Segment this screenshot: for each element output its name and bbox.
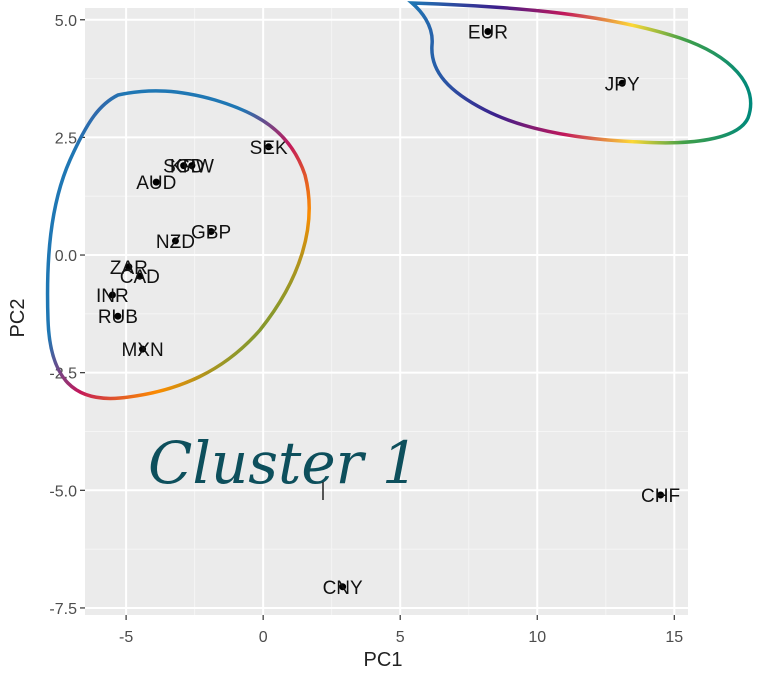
data-point — [618, 79, 626, 87]
y-tick-label: -5.0 — [49, 483, 77, 500]
x-axis-title: PC1 — [364, 649, 403, 671]
x-tick-label: 10 — [528, 629, 546, 646]
point-label: EUR — [468, 23, 508, 44]
point-label: GBP — [191, 223, 231, 244]
data-point — [339, 583, 347, 591]
major-gridlines — [85, 8, 688, 615]
point-label: CAD — [120, 267, 160, 288]
x-tick-label: 5 — [396, 629, 405, 646]
point-label: AUD — [136, 173, 176, 194]
y-tick-label: -2.5 — [49, 366, 77, 383]
handwritten-cluster-label: Cluster 1 — [148, 429, 419, 497]
y-tick-label: 0.0 — [55, 248, 77, 265]
plot-panel — [85, 8, 688, 615]
point-label: RUB — [98, 307, 138, 328]
point-label: MXN — [121, 340, 163, 361]
y-tick-label: 2.5 — [55, 130, 77, 147]
data-point — [125, 263, 133, 271]
point-label: INR — [96, 286, 129, 307]
point-label: JPY — [605, 74, 640, 95]
data-point — [265, 143, 273, 151]
x-tick-label: -5 — [119, 629, 133, 646]
minor-gridlines — [85, 8, 688, 615]
data-point — [152, 178, 160, 186]
point-label: KRW — [170, 157, 214, 178]
data-point — [180, 162, 188, 170]
data-point — [657, 491, 665, 499]
x-tick-label: 0 — [259, 629, 268, 646]
y-tick-label: -7.5 — [49, 601, 77, 618]
data-point — [207, 228, 215, 236]
x-axis-ticks: -5 0 5 10 15 — [119, 615, 683, 646]
data-point — [136, 272, 144, 280]
data-point — [139, 345, 147, 353]
point-label: NZD — [156, 232, 195, 253]
data-points: EURJPYSEKSGDKRWAUDGBPNZDZARCADINRRUBMXNC… — [96, 23, 680, 599]
point-label: CHF — [641, 486, 680, 507]
y-axis-ticks: -7.5 -5.0 -2.5 0.0 2.5 5.0 — [49, 13, 85, 618]
cluster-2-loop — [407, 1, 753, 145]
data-point — [171, 237, 179, 245]
point-label: CNY — [323, 578, 363, 599]
cluster-1-loop — [45, 89, 311, 401]
point-label: SGD — [163, 157, 204, 178]
data-point — [108, 291, 116, 299]
data-point — [188, 162, 196, 170]
point-label: SEK — [250, 138, 288, 159]
x-tick-label: 15 — [665, 629, 683, 646]
data-point — [484, 28, 492, 36]
y-axis-title: PC2 — [7, 299, 29, 338]
y-tick-label: 5.0 — [55, 13, 77, 30]
data-point — [114, 312, 122, 320]
